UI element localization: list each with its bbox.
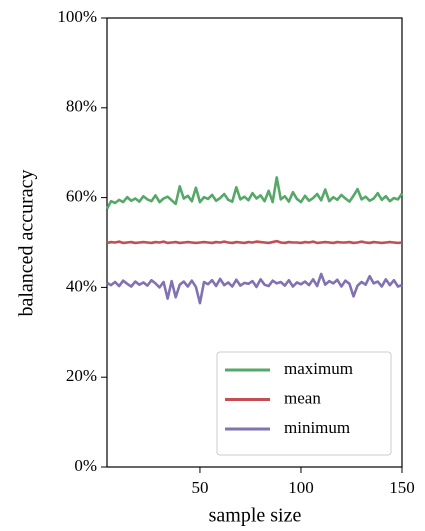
x-tick-label: 100	[288, 478, 314, 497]
y-tick-label: 20%	[66, 366, 97, 385]
y-tick-label: 100%	[57, 7, 97, 26]
y-tick-label: 40%	[66, 276, 97, 295]
y-tick-label: 0%	[74, 456, 97, 475]
legend-label: maximum	[284, 359, 353, 378]
legend-label: mean	[284, 388, 321, 407]
y-axis-label: balanced accuracy	[16, 169, 38, 316]
y-tick-label: 60%	[66, 187, 97, 206]
series-line	[106, 272, 403, 305]
x-tick-label: 150	[389, 478, 415, 497]
x-axis-label: sample size	[209, 505, 302, 527]
series-line	[105, 176, 404, 210]
y-tick-label: 80%	[66, 97, 97, 116]
legend-label: minimum	[284, 418, 350, 437]
series-line	[106, 239, 403, 245]
x-tick-label: 50	[191, 478, 208, 497]
